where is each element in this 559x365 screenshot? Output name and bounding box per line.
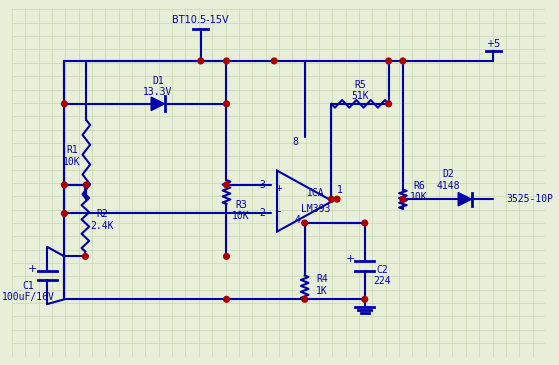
Circle shape: [334, 196, 340, 202]
Text: R6
10K: R6 10K: [410, 181, 428, 202]
Text: C1
100uF/16V: C1 100uF/16V: [2, 281, 55, 303]
Circle shape: [224, 101, 229, 107]
Circle shape: [83, 254, 88, 259]
Text: 3525-10P: 3525-10P: [506, 194, 553, 204]
Text: LM393: LM393: [301, 204, 331, 214]
Text: BT10.5-15V: BT10.5-15V: [172, 15, 229, 25]
Text: +: +: [346, 254, 355, 264]
Text: 8: 8: [292, 137, 298, 147]
Text: 1: 1: [337, 185, 343, 195]
Text: R3
10K: R3 10K: [232, 200, 250, 222]
Text: R5
51K: R5 51K: [351, 80, 369, 101]
Circle shape: [386, 101, 391, 107]
Text: 3: 3: [260, 180, 266, 190]
Text: +: +: [29, 264, 37, 274]
Circle shape: [224, 296, 229, 302]
Circle shape: [61, 182, 67, 188]
Text: D1
13.3V: D1 13.3V: [143, 76, 173, 97]
Circle shape: [198, 58, 203, 64]
Circle shape: [302, 220, 307, 226]
Text: ICA: ICA: [307, 188, 325, 199]
Circle shape: [224, 58, 229, 64]
Text: -: -: [276, 205, 282, 216]
Text: +5: +5: [486, 39, 501, 49]
Polygon shape: [458, 192, 472, 206]
Text: R4
1K: R4 1K: [316, 274, 328, 296]
Circle shape: [302, 296, 307, 302]
Text: D2
4148: D2 4148: [437, 169, 461, 191]
Text: R2
2.4K: R2 2.4K: [91, 210, 114, 231]
Circle shape: [224, 182, 229, 188]
Circle shape: [362, 296, 368, 302]
Circle shape: [400, 58, 406, 64]
Circle shape: [386, 58, 391, 64]
Circle shape: [61, 101, 67, 107]
Circle shape: [271, 58, 277, 64]
Circle shape: [83, 182, 89, 188]
Polygon shape: [151, 97, 164, 111]
Text: +: +: [276, 183, 282, 193]
Circle shape: [61, 211, 67, 216]
Circle shape: [362, 220, 368, 226]
Text: C2
224: C2 224: [373, 265, 391, 286]
Text: R1
10K: R1 10K: [63, 146, 81, 167]
Circle shape: [329, 196, 334, 202]
Circle shape: [224, 254, 229, 259]
Circle shape: [400, 196, 406, 202]
Text: 2: 2: [260, 208, 266, 219]
Text: 4: 4: [294, 215, 300, 225]
